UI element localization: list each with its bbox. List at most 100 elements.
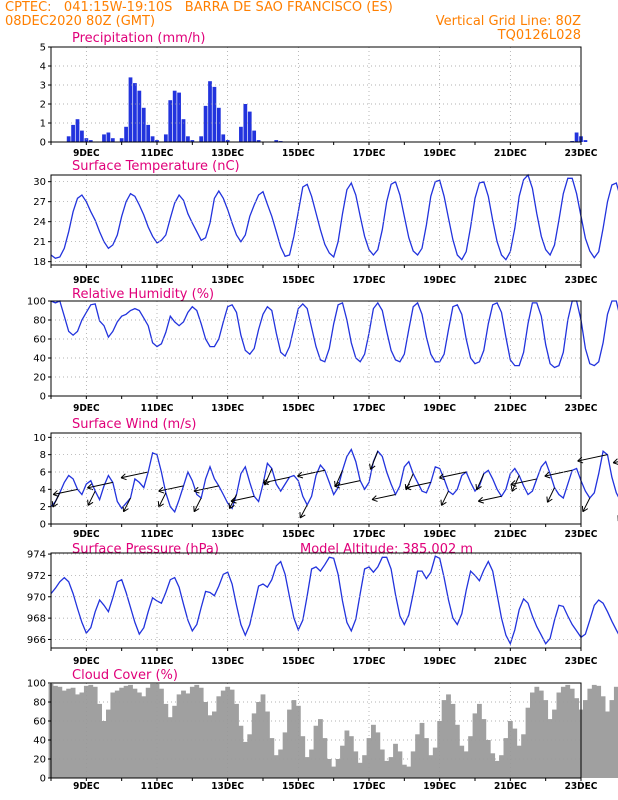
y-tick-label: 972	[27, 571, 46, 582]
wind-arrow-head	[230, 496, 237, 504]
y-tick-label: 10	[33, 433, 46, 444]
cloud-bar	[485, 740, 491, 778]
cloud-bar	[468, 736, 473, 778]
x-tick-label: 21DEC	[494, 781, 527, 792]
cloud-bar	[114, 690, 120, 778]
x-tick-label: 13DEC	[211, 529, 244, 540]
cloud-bar	[596, 685, 602, 778]
cloud-bar	[481, 719, 487, 778]
x-tick-label: 17DEC	[353, 275, 386, 286]
cloud-bar	[600, 696, 606, 778]
cloud-bar	[362, 755, 367, 778]
precip-bar	[133, 83, 137, 142]
wind-arrow-head	[193, 486, 200, 494]
cloud-bar	[525, 707, 531, 778]
cloud-bar	[441, 700, 447, 778]
wind-arrow-head	[546, 496, 553, 503]
cloud-bar	[419, 722, 425, 778]
y-tick-label: 80	[33, 698, 46, 709]
x-tick-label: 9DEC	[73, 529, 100, 540]
cloud-bar	[393, 743, 398, 778]
cloud-bar	[574, 698, 579, 778]
wind-arrow	[371, 494, 396, 501]
wind-arrow-head	[544, 471, 551, 479]
cloud-bar	[552, 709, 557, 778]
x-tick-label: 11DEC	[141, 656, 174, 667]
cloud-bar	[587, 688, 593, 778]
y-tick-label: 20	[33, 755, 46, 766]
wind-arrow-head	[120, 473, 127, 481]
y-tick-label: 60	[33, 335, 46, 346]
cloud-bar	[123, 685, 129, 778]
cloud-bar	[477, 703, 482, 778]
precip-bar	[186, 136, 190, 142]
cloud-bar	[583, 700, 588, 778]
cloud-bar	[163, 703, 169, 778]
panel-title: Surface Pressure (hPa)	[72, 542, 219, 557]
cloud-bar	[194, 684, 200, 778]
x-tick-label: 23DEC	[565, 403, 598, 414]
x-tick-label: 15DEC	[282, 529, 315, 540]
wind-arrow	[405, 481, 431, 489]
x-tick-label: 15DEC	[282, 148, 315, 159]
x-tick-label: 23DEC	[565, 656, 598, 667]
cloud-bar	[61, 690, 67, 778]
cloud-bar	[335, 759, 341, 778]
precip-bar	[208, 81, 212, 142]
y-tick-label: 970	[27, 592, 46, 603]
wind-arrow	[120, 471, 149, 479]
y-tick-label: 40	[33, 354, 46, 365]
panel-frame	[50, 300, 582, 397]
x-tick-label: 17DEC	[353, 148, 386, 159]
cloud-bar	[379, 749, 385, 778]
cloud-bar	[538, 690, 544, 778]
wind-arrow	[158, 492, 167, 508]
cloud-bar	[220, 690, 226, 778]
wind-arrow-head	[193, 505, 200, 513]
cloud-bar	[282, 732, 288, 778]
precip-bar	[216, 107, 221, 142]
cloud-bar	[605, 711, 610, 778]
wind-arrow-head	[158, 486, 165, 494]
series-line	[50, 173, 618, 261]
precip-bar	[150, 136, 155, 142]
y-tick-label: 18	[33, 257, 46, 268]
cloud-bar	[415, 734, 420, 778]
precip-bar	[146, 124, 151, 142]
x-tick-label: 23DEC	[565, 781, 598, 792]
precip-bar	[102, 134, 106, 142]
wind-arrow-head	[51, 501, 58, 508]
x-tick-label: 15DEC	[282, 403, 315, 414]
cloud-bar	[242, 741, 248, 778]
wind-arrow	[510, 478, 537, 485]
panel-title: Cloud Cover (%)	[72, 668, 178, 683]
wind-arrow	[193, 497, 202, 512]
cloud-bar	[609, 700, 615, 778]
cloud-bar	[260, 694, 266, 778]
panel-3: Surface Wind (m/s) 0 2 4 6 8 10 9DEC 11DEC 13DEC 1…	[33, 417, 618, 540]
precip-bar	[221, 134, 226, 142]
cloud-bar	[516, 745, 522, 778]
wind-arrow-head	[440, 499, 447, 506]
precip-bar	[225, 140, 230, 142]
cloud-bar	[88, 684, 94, 778]
wind-arrow	[334, 480, 361, 487]
precip-bar	[190, 140, 195, 142]
x-tick-label: 23DEC	[565, 529, 598, 540]
panel-4: Surface Pressure (hPa) Model Altitude: 38…	[27, 542, 618, 667]
precip-bar	[119, 138, 124, 142]
x-tick-label: 9DEC	[73, 656, 100, 667]
cloud-bar	[322, 738, 328, 778]
wind-arrow-head	[262, 478, 269, 486]
cloud-bar	[278, 749, 284, 778]
y-tick-label: 100	[27, 297, 46, 308]
cloud-bar	[499, 755, 504, 778]
wind-arrow	[441, 490, 449, 506]
cloud-bar	[287, 709, 292, 778]
wind-arrow-head	[371, 495, 378, 502]
cloud-bar	[366, 738, 372, 778]
x-tick-label: 21DEC	[494, 656, 527, 667]
cloud-bar	[437, 721, 443, 778]
cloud-bar	[203, 702, 208, 778]
panel-frame	[50, 682, 582, 779]
